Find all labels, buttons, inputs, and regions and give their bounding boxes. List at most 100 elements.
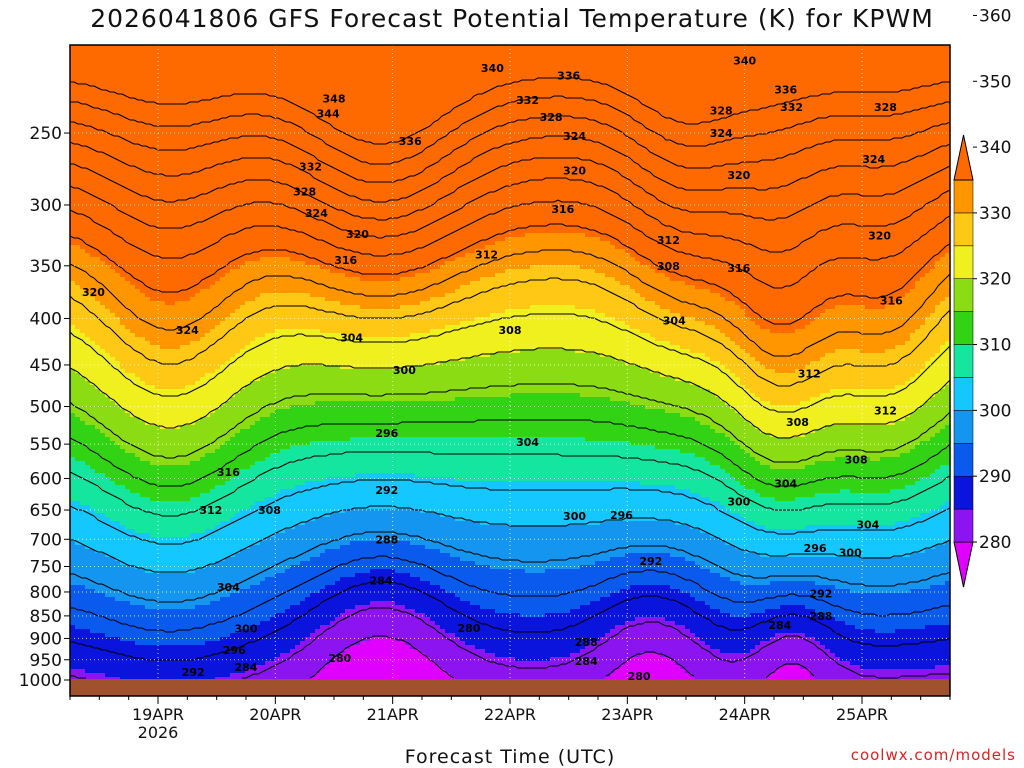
contour-label: 288 (809, 610, 832, 623)
contour-label: 300 (727, 495, 750, 508)
colorbar-tick-label: 320 (979, 270, 1011, 290)
contour-label: 284 (768, 619, 791, 632)
contour-label: 308 (657, 260, 680, 273)
contour-label: 316 (334, 254, 357, 267)
contour-label: 296 (223, 644, 246, 657)
contour-label: 288 (375, 533, 398, 546)
contour-label: 348 (323, 92, 346, 105)
contour-label: 316 (551, 203, 574, 216)
colorbar-tick-label: 340 (979, 138, 1011, 158)
contour-label: 304 (856, 518, 879, 531)
colorbar-swatch (953, 475, 974, 510)
contour-line (70, 249, 950, 357)
contour-label: 312 (199, 504, 222, 517)
potential-temperature-field (70, 45, 950, 680)
y-tick-label: 350 (30, 257, 62, 277)
contour-label: 328 (874, 101, 897, 114)
contour-label: 280 (457, 622, 480, 635)
y-tick-label: 650 (30, 501, 62, 521)
colorbar-swatch (953, 278, 974, 312)
contour-label: 316 (727, 262, 750, 275)
y-tick-label: 550 (30, 435, 62, 455)
x-tick-label: 25APR (836, 705, 888, 724)
contour-line (242, 607, 950, 679)
contour-label: 332 (780, 101, 803, 114)
contour-line (70, 419, 950, 487)
colorbar-swatch (953, 377, 974, 411)
contour-label: 332 (299, 160, 322, 173)
x-axis-title: Forecast Time (UTC) (0, 746, 1020, 768)
colorbar-tick-label: 360 (979, 6, 1011, 26)
y-tick-label: 750 (30, 557, 62, 577)
contour-label: 284 (235, 661, 258, 674)
colorbar-swatch (953, 212, 974, 247)
colorbar-low-arrow (953, 541, 974, 588)
contour-line (70, 277, 950, 387)
colorbar: 280 290 300 310 320 330 340 350 360 (953, 6, 1011, 588)
contour-label: 296 (610, 509, 633, 522)
colorbar-tick-label: 300 (979, 401, 1011, 421)
contour-label: 324 (563, 130, 586, 143)
colorbar-swatch (953, 179, 974, 214)
contour-line (765, 663, 815, 679)
contour-label: 308 (786, 416, 809, 429)
colorbar-swatch (953, 508, 974, 543)
contour-label: 300 (235, 623, 258, 636)
y-tick-label: 800 (30, 583, 62, 603)
colorbar-tick-label: 290 (979, 467, 1011, 487)
contour-label: 312 (874, 404, 897, 417)
contour-line (70, 77, 950, 145)
y-tick-label: 450 (30, 356, 62, 376)
contour-label: 284 (369, 574, 392, 587)
contour-label: 304 (663, 314, 686, 327)
contour-label: 328 (293, 186, 316, 199)
contour-line (70, 531, 950, 603)
gridlines (70, 45, 950, 680)
ground-strip (70, 679, 950, 696)
y-tick-label: 500 (30, 398, 62, 418)
colorbar-swatch (953, 245, 974, 279)
contour-label: 316 (880, 294, 903, 307)
contour-label: 332 (516, 94, 539, 107)
contour-label: 308 (845, 454, 868, 467)
contour-label: 320 (868, 229, 891, 242)
contour-label: 320 (82, 286, 105, 299)
contour-label: 308 (499, 324, 522, 337)
x-tick-label: 19APR (132, 705, 184, 724)
contour-label: 292 (375, 484, 398, 497)
y-tick-label: 400 (30, 309, 62, 329)
colorbar-tick-label: 350 (979, 72, 1011, 92)
contour-label: 320 (346, 228, 369, 241)
colorbar-swatch (953, 443, 974, 477)
contour-label: 280 (328, 652, 351, 665)
colorbar-swatch (953, 344, 974, 378)
colorbar-swatch (953, 311, 974, 345)
contour-label: 288 (575, 636, 598, 649)
chart-title: 2026041806 GFS Forecast Potential Temper… (0, 4, 1024, 33)
contour-line (70, 555, 950, 633)
contour-label: 312 (475, 248, 498, 261)
contour-line (70, 675, 86, 679)
contour-line (70, 135, 950, 203)
x-tick-sublabel: 2026 (138, 723, 179, 742)
y-tick-label: 1000 (19, 671, 62, 691)
contour-label: 296 (375, 427, 398, 440)
pressure-axis: 2503003504004505005506006507007508008509… (19, 124, 70, 691)
y-tick-label: 900 (30, 629, 62, 649)
y-tick-label: 850 (30, 607, 62, 627)
contour-label: 312 (798, 368, 821, 381)
credit-link[interactable]: coolwx.com/models (851, 746, 1016, 764)
contour-label: 304 (516, 436, 539, 449)
colorbar-tick-label: 330 (979, 204, 1011, 224)
contour-label: 336 (557, 69, 580, 82)
contour-label: 336 (399, 135, 422, 148)
contour-label: 328 (540, 111, 563, 124)
contour-line (70, 347, 950, 439)
y-tick-label: 600 (30, 469, 62, 489)
colorbar-high-arrow (953, 134, 974, 181)
x-tick-label: 20APR (249, 705, 301, 724)
x-tick-label: 22APR (484, 705, 536, 724)
contour-line (605, 651, 695, 677)
y-tick-label: 300 (30, 196, 62, 216)
contour-label: 324 (862, 153, 885, 166)
